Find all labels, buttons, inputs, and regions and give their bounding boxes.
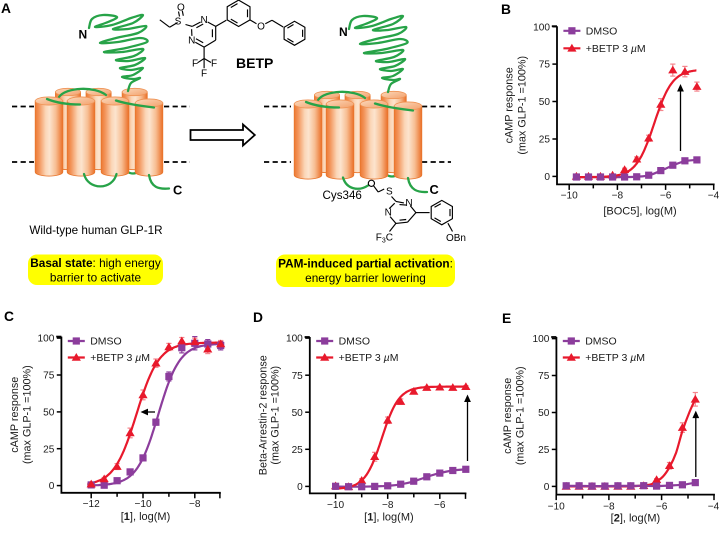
svg-text:0: 0 — [544, 172, 550, 183]
svg-text:+BETP 3 µM: +BETP 3 µM — [586, 43, 646, 55]
svg-text:25: 25 — [538, 445, 550, 456]
svg-text:75: 75 — [539, 60, 551, 71]
svg-text:BETP: BETP — [236, 55, 273, 71]
svg-text:N: N — [188, 35, 195, 46]
svg-text:25: 25 — [539, 135, 551, 146]
svg-text:25: 25 — [43, 444, 55, 455]
svg-text:50: 50 — [538, 408, 550, 419]
svg-text:25: 25 — [292, 445, 304, 456]
svg-text:PAM-induced partial activation: PAM-induced partial activation: — [278, 257, 453, 271]
svg-text:0: 0 — [544, 482, 550, 493]
svg-text:energy barrier lowering: energy barrier lowering — [305, 271, 426, 285]
svg-text:100: 100 — [286, 334, 303, 345]
svg-text:−12: −12 — [83, 499, 101, 510]
svg-text:DMSO: DMSO — [339, 336, 371, 348]
svg-text:−6: −6 — [434, 500, 446, 511]
svg-text:−8: −8 — [612, 190, 624, 201]
svg-text:50: 50 — [43, 408, 55, 419]
svg-text:[1], log(M): [1], log(M) — [121, 511, 171, 523]
svg-text:A: A — [1, 1, 11, 16]
svg-text:−8: −8 — [382, 500, 394, 511]
svg-text:75: 75 — [43, 371, 55, 382]
svg-text:−4: −4 — [708, 501, 720, 512]
svg-text:DMSO: DMSO — [585, 336, 617, 348]
svg-text:N: N — [385, 208, 392, 219]
svg-text:C: C — [430, 182, 439, 197]
svg-text:0: 0 — [297, 482, 303, 493]
svg-text:N: N — [405, 198, 412, 209]
svg-text:−6: −6 — [660, 190, 672, 201]
svg-text:cAMP response: cAMP response — [504, 67, 516, 143]
svg-text:100: 100 — [38, 334, 55, 345]
svg-text:50: 50 — [292, 408, 304, 419]
svg-text:Basal state: high energy: Basal state: high energy — [30, 256, 161, 270]
svg-text:F: F — [192, 59, 198, 70]
svg-text:+BETP 3 µM: +BETP 3 µM — [90, 352, 150, 364]
svg-text:cAMP response: cAMP response — [502, 378, 514, 454]
svg-text:(max GLP-1 =100%): (max GLP-1 =100%) — [516, 56, 528, 155]
svg-text:D: D — [253, 310, 263, 325]
svg-text:(max GLP-1 =100%): (max GLP-1 =100%) — [270, 366, 282, 465]
svg-text:+BETP 3 µM: +BETP 3 µM — [339, 352, 399, 364]
svg-text:75: 75 — [292, 371, 304, 382]
svg-text:[2], log(M): [2], log(M) — [611, 512, 661, 524]
svg-text:O: O — [257, 22, 265, 33]
svg-text:50: 50 — [539, 97, 551, 108]
svg-text:N: N — [200, 15, 207, 26]
svg-text:cAMP response: cAMP response — [9, 377, 21, 453]
svg-text:N: N — [79, 28, 88, 42]
svg-text:DMSO: DMSO — [586, 26, 618, 38]
svg-text:F: F — [201, 69, 207, 80]
svg-text:75: 75 — [538, 371, 550, 382]
svg-text:100: 100 — [533, 22, 550, 33]
svg-text:O: O — [177, 3, 185, 14]
svg-text:(max GLP-1 =100%): (max GLP-1 =100%) — [22, 365, 34, 464]
svg-text:−10: −10 — [548, 501, 566, 512]
svg-text:−10: −10 — [327, 500, 345, 511]
svg-text:barrier to activate: barrier to activate — [50, 271, 142, 285]
svg-text:−8: −8 — [603, 501, 615, 512]
svg-text:−8: −8 — [189, 499, 201, 510]
svg-text:Cys346: Cys346 — [323, 189, 362, 202]
svg-text:[BOC5], log(M): [BOC5], log(M) — [603, 205, 676, 217]
svg-text:F: F — [211, 58, 217, 69]
svg-text:C: C — [4, 309, 14, 324]
svg-text:−10: −10 — [134, 499, 152, 510]
svg-text:0: 0 — [49, 481, 55, 492]
svg-text:Wild-type human GLP-1R: Wild-type human GLP-1R — [29, 224, 162, 237]
svg-text:Beta-Arrestin-2 response: Beta-Arrestin-2 response — [257, 355, 269, 475]
svg-text:−6: −6 — [656, 501, 668, 512]
svg-text:E: E — [502, 311, 511, 326]
svg-text:100: 100 — [533, 334, 550, 345]
svg-text:S: S — [175, 17, 182, 28]
svg-text:OBn: OBn — [446, 233, 466, 244]
svg-text:(max GLP-1 =100%): (max GLP-1 =100%) — [514, 366, 526, 465]
svg-text:B: B — [501, 2, 511, 17]
svg-text:[1], log(M): [1], log(M) — [364, 512, 414, 524]
svg-text:+BETP 3 µM: +BETP 3 µM — [585, 352, 645, 364]
svg-text:−4: −4 — [708, 190, 720, 201]
svg-text:N: N — [339, 25, 348, 39]
svg-text:−10: −10 — [561, 190, 579, 201]
svg-text:DMSO: DMSO — [90, 336, 122, 348]
svg-text:C: C — [173, 183, 182, 198]
svg-text:S: S — [386, 186, 393, 197]
